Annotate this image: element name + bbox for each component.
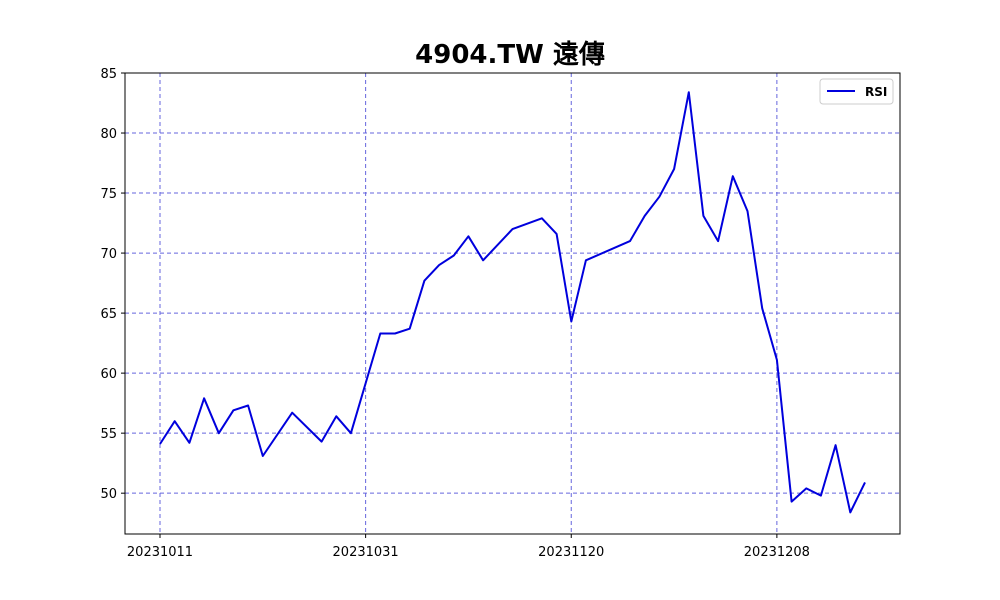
legend-label-rsi: RSI [865, 85, 887, 99]
x-tick-label: 20231031 [333, 545, 399, 560]
y-tick-label: 60 [100, 367, 117, 382]
grid-lines [125, 72, 900, 534]
y-tick-label: 75 [100, 187, 117, 202]
series-line-rsi [159, 91, 866, 514]
plot-area-frame [124, 72, 901, 535]
y-tick-label: 55 [100, 427, 117, 442]
legend: RSI [819, 78, 894, 105]
y-axis: 50 55 60 65 70 75 80 85 [100, 67, 125, 502]
series-layer [159, 91, 866, 514]
x-tick-label: 20231208 [744, 545, 810, 560]
y-tick-label: 70 [100, 247, 117, 262]
x-tick-label: 20231120 [538, 545, 604, 560]
y-tick-label: 85 [100, 67, 117, 82]
chart-title: 4904.TW 遠傳 [415, 40, 605, 70]
x-axis: 20231011 20231031 20231120 20231208 [127, 534, 810, 560]
y-tick-label: 50 [100, 487, 117, 502]
y-tick-label: 80 [100, 127, 117, 142]
legend-box [819, 78, 894, 105]
x-tick-label: 20231011 [127, 545, 193, 560]
y-tick-label: 65 [100, 307, 117, 322]
